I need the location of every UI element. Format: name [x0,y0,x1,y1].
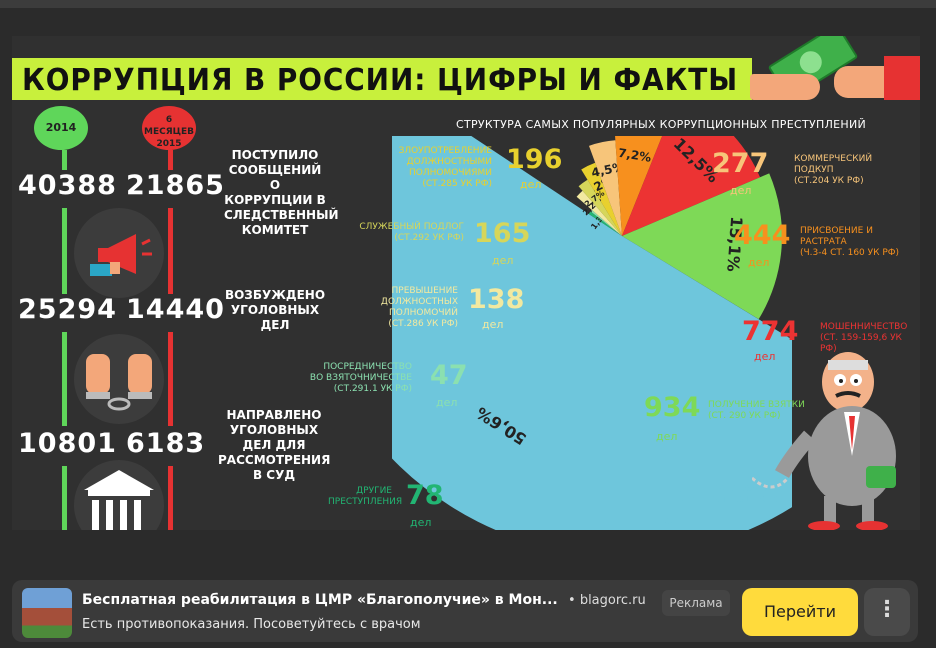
sleeve-decoration [884,56,920,100]
del-label: дел [410,516,432,529]
row3-2015-value: 6183 [126,428,206,459]
del-label: дел [492,254,514,267]
red-line [168,208,173,294]
receiving-hand-icon [834,66,892,98]
pie-slice [615,136,663,236]
slice-count-bribery-commercial: 277 [712,148,769,179]
pie-slice [392,136,792,530]
year-2015-badge: 6 МЕСЯЦЕВ 2015 [142,106,196,150]
pie-chart: 3,2%4,5%7,2% 12,5%15,1%50,6%1,3%2,2%2,7% [392,136,792,530]
row3-2014-value: 10801 [18,428,117,459]
giving-hand-icon [750,74,820,100]
handcuffed-hands-icon [74,334,164,424]
official-character-icon [752,352,896,530]
green-line [62,150,67,170]
title-band [12,58,752,100]
ad-banner[interactable]: Бесплатная реабилитация в ЦМР «Благополу… [12,580,918,642]
red-line [168,150,173,170]
pie-slice [581,162,622,236]
pie-slice [622,173,782,320]
corruption-infographic: КОРРУПЦИЯ В РОССИИ: ЦИФРЫ И ФАКТЫ 2014 6… [12,36,920,530]
slice-count-fraud: 774 [742,316,799,347]
slice-label-abuse: ЗЛОУПОТРЕБЛЕНИЕ ДОЛЖНОСТНЫМИ ПОЛНОМОЧИЯМ… [398,146,492,189]
ad-title[interactable]: Бесплатная реабилитация в ЦМР «Благополу… [82,592,558,608]
slice-label-bribe-giving: ДАЧА ВЗЯТКИ (СТ. 291 УК РФ) [712,484,785,505]
slice-count-excess: 138 [468,284,525,315]
slice-count-other: 78 [406,480,444,511]
del-label: дел [656,430,678,443]
top-bar [0,0,936,8]
year-2014-badge: 2014 [34,106,88,150]
infographic-title: КОРРУПЦИЯ В РОССИИ: ЦИФРЫ И ФАКТЫ [22,63,739,98]
del-label: дел [730,184,752,197]
green-line [62,332,67,426]
row2-2014-value: 25294 [18,294,117,325]
del-label: дел [754,350,776,363]
slice-label-other: ДРУГИЕ ПРЕСТУПЛЕНИЯ [328,486,403,507]
row3-label: НАПРАВЛЕНО УГОЛОВНЫХ ДЕЛ ДЛЯ РАССМОТРЕНИ… [218,408,331,482]
courthouse-icon [74,460,164,530]
del-label: дел [520,178,542,191]
slice-count-abuse: 196 [506,144,563,175]
green-line [62,208,67,294]
red-line [168,466,173,530]
megaphone-icon [74,208,164,298]
slice-count-mediation: 47 [430,360,468,391]
pie-slice [588,211,622,236]
slice-count-embezzlement: 444 [734,220,791,251]
pie-slice [622,136,761,236]
pie-percent-label: 15,1% [723,216,746,273]
ad-go-button[interactable]: Перейти [742,588,858,636]
pie-slice [589,140,622,236]
pie-percent-label: 4,5% [590,159,625,180]
row2-2015-value: 14440 [126,294,225,325]
pie-slice [578,179,622,236]
del-label: дел [482,318,504,331]
green-line [62,466,67,530]
slice-label-forgery: СЛУЖЕБНЫЙ ПОДЛОГ (СТ.292 УК РФ) [359,222,464,243]
del-label: дел [748,256,770,269]
more-options-icon[interactable]: ⋮ [864,588,910,636]
slice-label-mediation: ПОСРЕДНИЧЕСТВО ВО ВЗЯТОЧНИЧЕСТВЕ (СТ.291.… [309,362,412,394]
chart-title: СТРУКТУРА САМЫХ ПОПУЛЯРНЫХ КОРРУПЦИОННЫХ… [456,118,867,131]
slice-label-embezzlement: ПРИСВОЕНИЕ И РАСТРАТА (Ч.3-4 СТ. 160 УК Р… [800,226,900,258]
ad-domain[interactable]: • blagorc.ru [568,593,646,608]
row1-label: ПОСТУПИЛО СООБЩЕНИЙ О КОРРУПЦИИ В СЛЕДСТ… [224,148,339,237]
ad-label: Реклама [662,590,730,616]
slice-count-bribe-giving: 3130 [630,478,706,509]
red-line [168,332,173,426]
ad-subtitle: Есть противопоказания. Посоветуйтесь с в… [82,617,421,632]
del-label: дел [436,396,458,409]
row2-label: ВОЗБУЖДЕНО УГОЛОВНЫХ ДЕЛ [224,288,326,332]
ad-thumbnail[interactable] [22,588,72,638]
row1-2014-value: 40388 [18,170,117,201]
slice-label-excess: ПРЕВЫШЕНИЕ ДОЛЖНОСТНЫХ ПОЛНОМОЧИЙ (СТ.286… [380,286,458,329]
slice-count-forgery: 165 [474,218,531,249]
pie-slice [590,209,622,236]
slice-label-bribe-taking: ПОЛУЧЕНИЕ ВЗЯТКИ (СТ. 290 УК РФ) [708,400,805,421]
row1-2015-value: 21865 [126,170,225,201]
slice-label-bribery-commercial: КОММЕРЧЕСКИЙ ПОДКУП (СТ.204 УК РФ) [794,154,873,186]
slice-count-bribe-taking: 934 [644,392,701,423]
pie-slice [576,190,622,236]
del-label: дел [656,514,678,527]
pie-percent-label: 7,2% [617,146,652,165]
slice-label-fraud: МОШЕННИЧЕСТВО (СТ. 159-159,6 УК РФ) [820,322,908,354]
